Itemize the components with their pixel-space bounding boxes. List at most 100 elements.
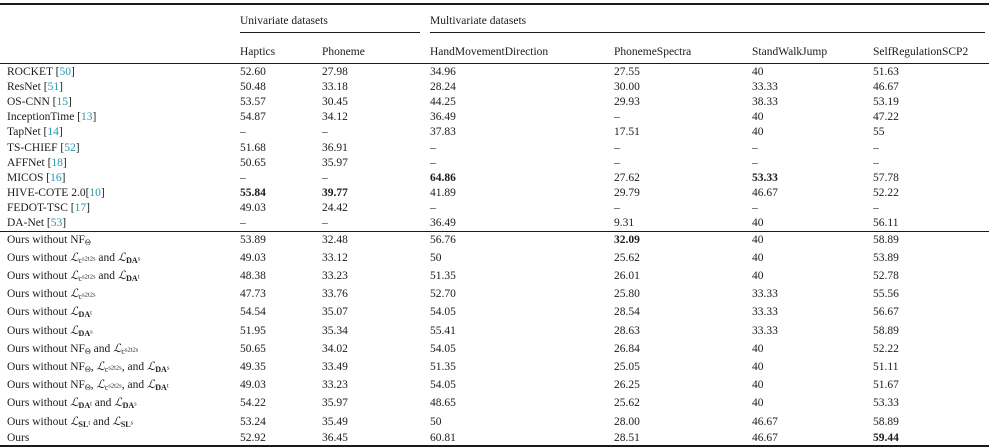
citation-link[interactable]: 50 bbox=[59, 65, 72, 78]
citation-link[interactable]: 16 bbox=[50, 171, 62, 184]
value-cell: 46.67 bbox=[752, 431, 778, 444]
value-cell: – bbox=[614, 202, 620, 215]
value-cell: 40 bbox=[752, 342, 764, 355]
value-cell: 54.05 bbox=[430, 379, 456, 392]
method-label-segment: DA bbox=[122, 401, 135, 411]
citation-link[interactable]: 53 bbox=[50, 217, 63, 230]
method-label-segment: ℒ bbox=[70, 286, 79, 301]
method-cell: InceptionTime [13] bbox=[7, 111, 97, 124]
value-cell: 47.73 bbox=[240, 288, 266, 301]
value-cell: 33.18 bbox=[322, 80, 348, 93]
citation-link[interactable]: 52 bbox=[64, 141, 76, 154]
method-cell: Ours bbox=[0, 430, 240, 446]
group-header-multivariate: Multivariate datasets bbox=[430, 12, 985, 33]
value-cell: 52.78 bbox=[873, 270, 899, 283]
value-cell: – bbox=[614, 111, 620, 124]
value-cell: 51.35 bbox=[430, 270, 456, 283]
value-cell: 35.07 bbox=[322, 306, 348, 319]
citation-link[interactable]: 17 bbox=[74, 202, 87, 215]
method-cell: FEDOT-TSC [17] bbox=[7, 202, 90, 215]
table-row: Ours without ℒDAt and ℒDAs 54.22 35.97 48.6… bbox=[0, 394, 989, 412]
method-label-segment: ℒ bbox=[113, 340, 122, 355]
value-cell: 39.77 bbox=[322, 187, 348, 200]
value-cell: 40 bbox=[752, 397, 764, 410]
value-cell: 57.78 bbox=[873, 171, 899, 184]
value-cell: 36.49 bbox=[430, 217, 456, 230]
value-cell: – bbox=[430, 156, 436, 169]
value-cell: 26.84 bbox=[614, 342, 640, 355]
value-cell: – bbox=[430, 202, 436, 215]
value-cell: 56.67 bbox=[873, 306, 899, 319]
value-cell: 49.03 bbox=[240, 251, 266, 264]
value-cell: 56.11 bbox=[873, 217, 899, 230]
method-label-segment: Θ bbox=[84, 383, 91, 393]
value-cell: 37.83 bbox=[430, 126, 456, 139]
value-cell: 34.02 bbox=[322, 342, 348, 355]
method-cell: Ours without ℒDAs bbox=[0, 321, 240, 339]
value-cell: – bbox=[322, 126, 328, 139]
value-cell: 9.31 bbox=[614, 217, 635, 230]
method-label-segment: t bbox=[88, 419, 91, 427]
value-cell: 51.35 bbox=[430, 360, 456, 373]
method-label-segment: ℒ bbox=[96, 358, 105, 373]
value-cell: 33.76 bbox=[322, 288, 348, 301]
value-cell: 49.03 bbox=[240, 202, 266, 215]
method-label-segment: s2t2s bbox=[108, 382, 122, 390]
value-cell: 51.67 bbox=[873, 379, 899, 392]
value-cell: 35.49 bbox=[322, 415, 348, 428]
value-cell: 36.49 bbox=[430, 111, 456, 124]
value-cell: 35.97 bbox=[322, 397, 348, 410]
method-label-segment: DA bbox=[78, 310, 91, 320]
method-cell: DA-Net [53] bbox=[7, 217, 67, 230]
table-row: MICOS [16] – – 64.86 27.62 53.33 57.78 bbox=[0, 170, 989, 185]
method-label-segment: and bbox=[95, 270, 118, 283]
value-cell: 58.89 bbox=[873, 324, 899, 337]
method-label-segment: s bbox=[137, 255, 141, 263]
method-label-segment: Ours without bbox=[7, 306, 71, 319]
citation-link[interactable]: 10 bbox=[89, 187, 101, 200]
table-row: HIVE-COTE 2.0[10] 55.84 39.77 41.89 29.79 46.… bbox=[0, 186, 989, 201]
value-cell: 49.03 bbox=[240, 379, 266, 392]
citation-link[interactable]: 15 bbox=[56, 95, 69, 108]
table-row: OS-CNN [15] 53.57 30.45 44.25 29.93 38.33 53.1… bbox=[0, 94, 989, 109]
method-cell: Ours without NFΘ and ℒcs2t2s bbox=[0, 339, 240, 357]
method-label-segment: Θ bbox=[84, 237, 91, 247]
value-cell: – bbox=[873, 156, 879, 169]
value-cell: 58.89 bbox=[873, 415, 899, 428]
method-cell: MICOS [16] bbox=[7, 171, 66, 184]
value-cell: 53.24 bbox=[240, 415, 266, 428]
citation-link[interactable]: 18 bbox=[51, 156, 63, 169]
method-label-segment: SL bbox=[78, 419, 89, 429]
value-cell: 46.67 bbox=[752, 187, 778, 200]
table-row: TS-CHIEF [52] 51.68 36.91 – – – – bbox=[0, 140, 989, 155]
value-cell: 50 bbox=[430, 251, 442, 264]
value-cell: 49.35 bbox=[240, 360, 266, 373]
table-row: ResNet [51] 50.48 33.18 28.24 30.00 33.33 46.6… bbox=[0, 79, 989, 94]
value-cell: 36.45 bbox=[322, 431, 348, 444]
table-row: Ours without NFΘ and ℒcs2t2s 50.65 34.02 54… bbox=[0, 339, 989, 357]
method-label-segment: Θ bbox=[84, 364, 91, 374]
value-cell: – bbox=[614, 141, 620, 154]
value-cell: 51.11 bbox=[873, 360, 899, 373]
value-cell: 56.76 bbox=[430, 231, 614, 249]
method-label-segment: Ours without bbox=[7, 270, 71, 283]
method-label-segment: c bbox=[78, 274, 83, 284]
method-label-segment: and bbox=[90, 342, 114, 355]
method-label-segment: c bbox=[104, 364, 109, 374]
citation-link[interactable]: 13 bbox=[81, 111, 93, 124]
method-cell: Ours without ℒcs2t2s and ℒDAt bbox=[0, 266, 240, 284]
value-cell: 40 bbox=[752, 231, 873, 249]
value-cell: 41.89 bbox=[430, 187, 456, 200]
method-label-segment: DA bbox=[78, 401, 91, 411]
citation-link[interactable]: 14 bbox=[47, 126, 59, 139]
value-cell: 53.57 bbox=[240, 95, 266, 108]
value-cell: 48.65 bbox=[430, 397, 456, 410]
value-cell: 33.33 bbox=[752, 288, 778, 301]
citation-link[interactable]: 51 bbox=[47, 80, 60, 93]
value-cell: 40 bbox=[752, 251, 764, 264]
value-cell: 33.12 bbox=[322, 251, 348, 264]
value-cell: 40 bbox=[752, 126, 764, 139]
value-cell: 17.51 bbox=[614, 126, 640, 139]
value-cell: 28.63 bbox=[614, 324, 640, 337]
